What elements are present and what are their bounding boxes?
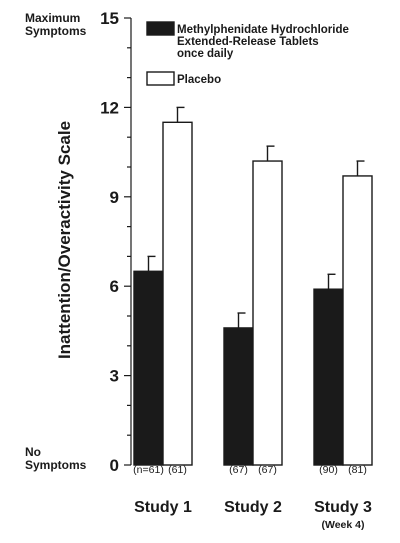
y-top-note-line-1: Maximum [25,11,81,25]
legend-label: Extended-Release Tablets [177,36,319,48]
y-bottom-note-line-1: No [25,445,41,459]
n-label: (61) [168,464,187,476]
bar [223,327,254,466]
y-top-note-line-2: Symptoms [25,24,87,38]
y-tick-label: 6 [110,277,119,296]
y-tick-label: 15 [100,9,119,28]
n-label: (n=61) [133,464,164,476]
labels: (n=61) (67) (90) (61) (67) (81) Study 1 Study 2… [133,464,372,531]
y-tick-label: 3 [110,367,119,386]
bar [252,160,283,466]
bar [342,175,373,466]
legend-label: Methylphenidate Hydrochloride [177,24,349,36]
n-label: (67) [258,464,277,476]
y-tick-label: 12 [100,98,119,117]
y-bottom-note: No Symptoms [25,446,86,472]
x-category-label: Study 3 [314,499,372,516]
y-bottom-note-line-2: Symptoms [25,458,87,472]
legend-swatch [146,71,175,86]
legend-label: Placebo [177,74,221,86]
bar [162,121,193,466]
bar [133,270,164,466]
n-label: (67) [229,464,248,476]
x-category-label: Study 1 [134,499,192,516]
y-axis-title: Inattention/Overactivity Scale [55,121,74,359]
n-label: (81) [348,464,367,476]
axes: 0 3 6 9 12 15 [100,9,132,475]
x-category-sublabel: (Week 4) [322,519,365,531]
x-category-label: Study 2 [224,499,282,516]
y-tick-label: 9 [110,188,119,207]
y-top-note: Maximum Symptoms [25,12,86,38]
y-tick-label: 0 [110,456,119,475]
bars [133,106,373,466]
legend-swatch [146,21,175,36]
bar [313,288,344,466]
n-label: (90) [319,464,338,476]
legend-label: once daily [177,48,234,60]
legend: Methylphenidate HydrochlorideExtended-Re… [146,21,349,86]
